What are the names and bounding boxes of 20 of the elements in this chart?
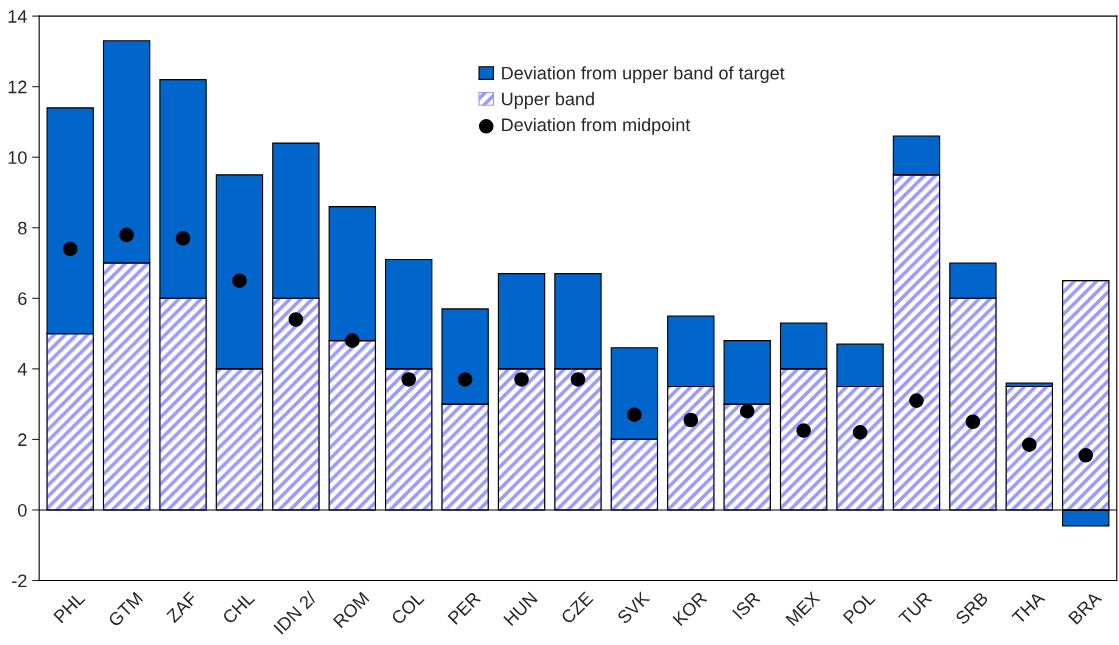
legend-label: Deviation from upper band of target: [502, 66, 785, 84]
x-tick-label: TUR: [898, 591, 933, 626]
y-tick-label: -2: [12, 574, 27, 588]
y-tick-label: 10: [8, 151, 27, 164]
y-tick-label: 14: [8, 10, 27, 23]
x-tick-label: CHL: [221, 590, 256, 625]
legend-label: Upper band: [502, 92, 594, 109]
x-tick-label: ISR: [732, 591, 761, 620]
y-tick-label: 0: [18, 503, 27, 517]
y-tick-label: 8: [18, 221, 27, 235]
legend-label: Deviation from midpoint: [502, 117, 691, 135]
y-tick-label: 4: [17, 362, 27, 376]
x-tick-label: THA: [1011, 590, 1046, 625]
y-tick-label: 2: [18, 433, 27, 446]
y-tick-label: 12: [8, 80, 27, 94]
x-tick-label: IDN 2/: [273, 590, 318, 635]
x-tick-label: PHL: [53, 591, 86, 624]
y-tick-label: 6: [18, 292, 27, 306]
x-tick-label: COL: [390, 590, 425, 626]
x-tick-label: POL: [842, 590, 876, 625]
